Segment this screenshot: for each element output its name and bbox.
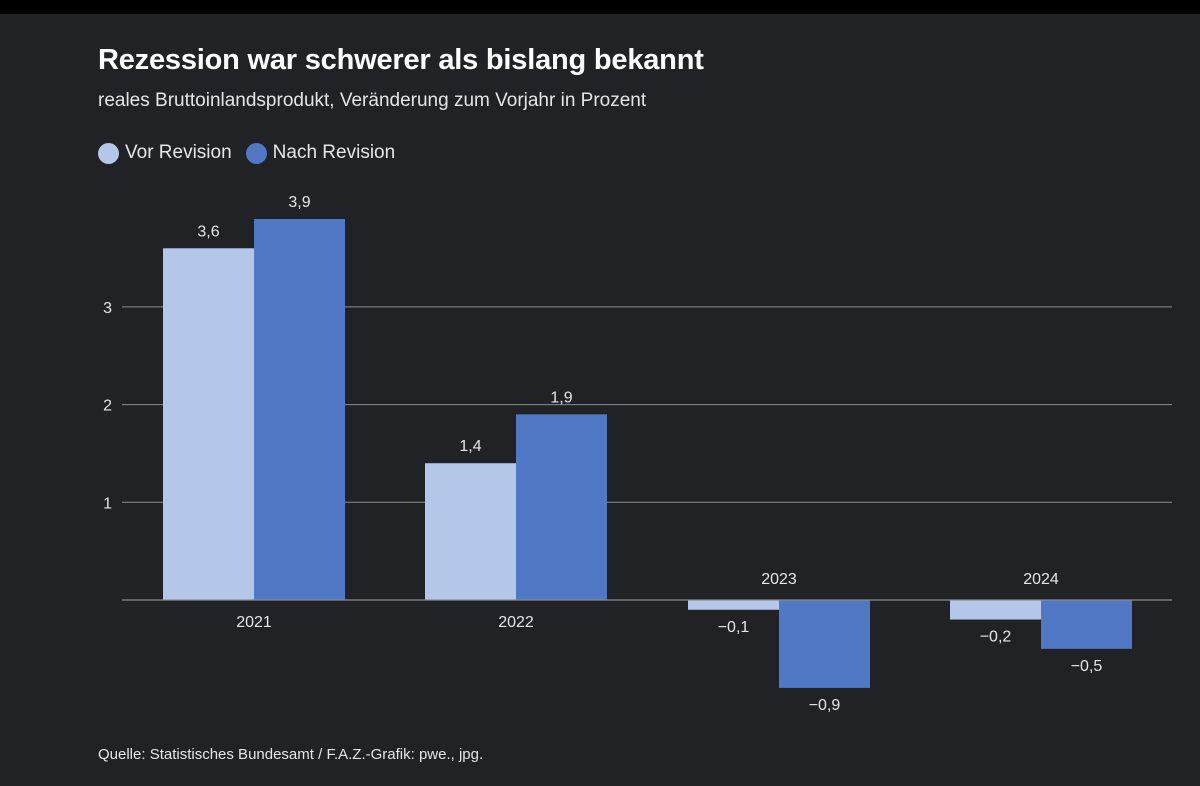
- legend-item-nach-revision: Nach Revision: [245, 142, 396, 164]
- x-tick-label-2023: 2023: [761, 571, 797, 588]
- legend-label-nach-revision: Nach Revision: [272, 142, 396, 163]
- bar-chart-plot: 1 2 3 3,6 3,9 2021 1,4 1,9 2022 −0,1 −0,9 2023 −0,2 −…: [103, 194, 1172, 714]
- chart-subtitle: reales Bruttoinlandsprodukt, Veränderung…: [98, 90, 647, 111]
- source-note: Quelle: Statistisches Bundesamt / F.A.Z.…: [98, 746, 484, 763]
- value-label-2024-vor-revision: −0,2: [980, 629, 1012, 646]
- bar-2021-vor-revision: [163, 248, 254, 600]
- value-label-2022-vor-revision: 1,4: [459, 438, 481, 455]
- x-tick-label-2021: 2021: [236, 614, 272, 631]
- chart-title: Rezession war schwerer als bislang bekan…: [98, 44, 704, 76]
- legend-item-vor-revision: Vor Revision: [98, 142, 232, 164]
- bar-2022-nach-revision: [516, 414, 607, 600]
- value-label-2023-nach-revision: −0,9: [809, 697, 841, 714]
- bar-2023-vor-revision: [688, 600, 779, 610]
- chart-panel: Rezession war schwerer als bislang bekan…: [0, 14, 1200, 786]
- legend-swatch-vor-revision: [98, 142, 119, 164]
- legend-swatch-nach-revision: [245, 142, 267, 164]
- value-label-2021-nach-revision: 3,9: [288, 194, 310, 211]
- chart-legend: Vor Revision Nach Revision: [98, 142, 409, 164]
- bar-2023-nach-revision: [779, 600, 870, 688]
- bar-2021-nach-revision: [254, 218, 345, 600]
- y-tick-label-3: 3: [103, 300, 112, 317]
- value-label-2022-nach-revision: 1,9: [550, 389, 572, 406]
- value-label-2021-vor-revision: 3,6: [197, 223, 219, 240]
- value-label-2023-vor-revision: −0,1: [718, 619, 750, 636]
- y-tick-label-1: 1: [103, 495, 112, 512]
- value-label-2024-nach-revision: −0,5: [1071, 658, 1103, 675]
- bar-2024-vor-revision: [950, 600, 1041, 620]
- legend-label-vor-revision: Vor Revision: [125, 142, 232, 163]
- bar-2022-vor-revision: [425, 463, 516, 600]
- bar-2024-nach-revision: [1041, 600, 1132, 649]
- x-tick-label-2024: 2024: [1023, 571, 1059, 588]
- y-tick-label-2: 2: [103, 398, 112, 415]
- x-tick-label-2022: 2022: [498, 614, 534, 631]
